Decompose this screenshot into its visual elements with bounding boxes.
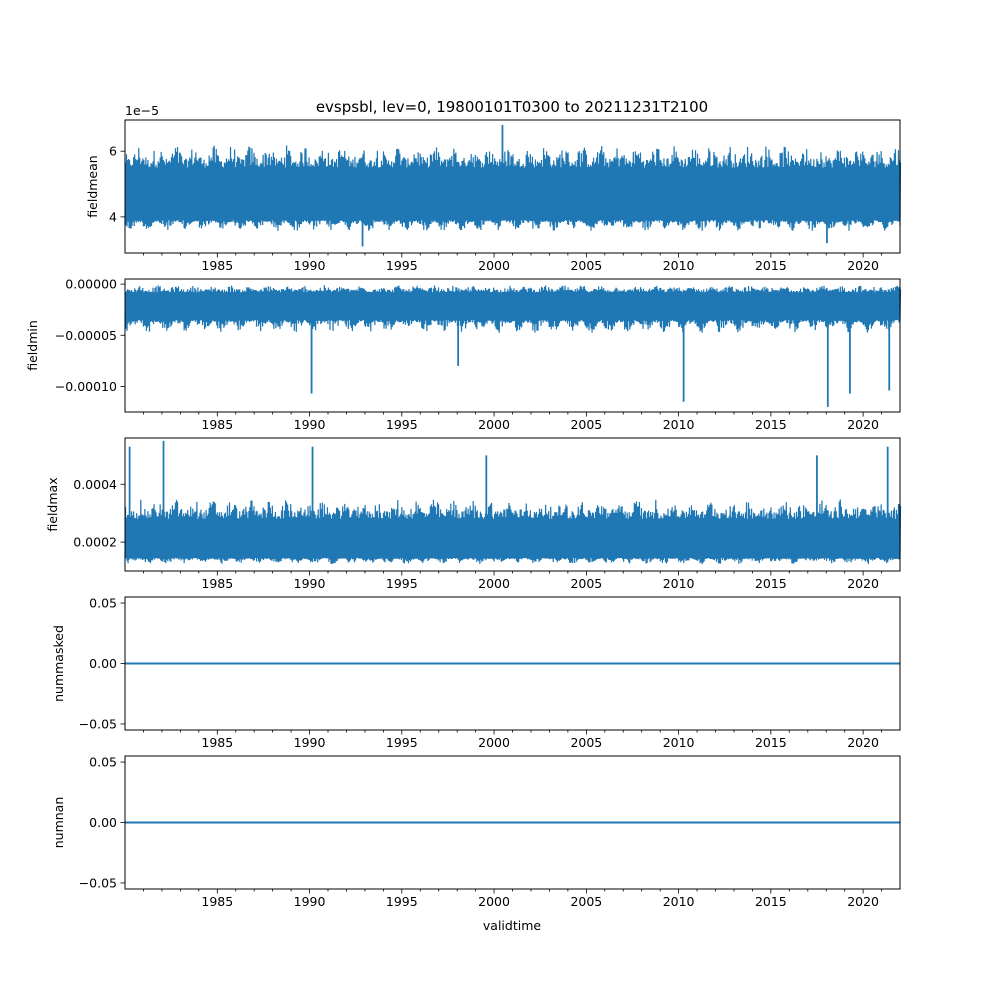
- numnan-x-tick-label: 1985: [201, 894, 233, 909]
- fieldmin-y-axis-label: fieldmin: [25, 320, 40, 371]
- nummasked-x-tick-label: 2005: [570, 735, 602, 750]
- fieldmax-y-tick-label: 0.0004: [73, 477, 117, 492]
- nummasked-x-tick-label: 2015: [755, 735, 787, 750]
- fieldmean-x-tick-label: 2005: [570, 258, 602, 273]
- numnan-x-tick-label: 2000: [478, 894, 510, 909]
- fieldmax-x-tick-label: 1995: [386, 576, 418, 591]
- fieldmin-x-tick-label: 1990: [294, 417, 326, 432]
- nummasked-y-tick-label: 0.00: [89, 656, 117, 671]
- fieldmax-x-tick-label: 2015: [755, 576, 787, 591]
- fieldmin-x-tick-label: 2010: [663, 417, 695, 432]
- fieldmax-x-tick-label: 1990: [294, 576, 326, 591]
- numnan-x-tick-label: 1995: [386, 894, 418, 909]
- numnan-x-tick-label: 2010: [663, 894, 695, 909]
- fieldmin-y-tick-label: −0.00010: [55, 379, 117, 394]
- fieldmin-x-tick-label: 1985: [201, 417, 233, 432]
- fieldmax-x-tick-label: 2020: [847, 576, 879, 591]
- nummasked-y-axis-label: nummasked: [51, 625, 66, 702]
- nummasked-x-tick-label: 1995: [386, 735, 418, 750]
- chart-title: evspsbl, lev=0, 19800101T0300 to 2021123…: [316, 98, 708, 116]
- numnan-x-tick-label: 2015: [755, 894, 787, 909]
- fieldmax-y-axis-label: fieldmax: [45, 477, 60, 531]
- fieldmin-x-tick-label: 2005: [570, 417, 602, 432]
- nummasked-x-tick-label: 1990: [294, 735, 326, 750]
- fieldmean-x-tick-label: 1995: [386, 258, 418, 273]
- fieldmin-x-tick-label: 2015: [755, 417, 787, 432]
- fieldmax-x-tick-label: 1985: [201, 576, 233, 591]
- fieldmin-y-tick-label: −0.00005: [55, 328, 117, 343]
- fieldmean-y-axis-label: fieldmean: [85, 155, 100, 217]
- nummasked-x-tick-label: 2000: [478, 735, 510, 750]
- fieldmean-x-tick-label: 2020: [847, 258, 879, 273]
- panel-fieldmean: 1985 1990 1995 2000 2005 2010 2015 2020 4 6 1e−5 fi…: [85, 103, 902, 273]
- panel-numnan: 1985 1990 1995 2000 2005 2010 2015 2020 −0.05 0.0…: [51, 755, 901, 909]
- numnan-x-tick-label: 2020: [847, 894, 879, 909]
- numnan-x-tick-label: 2005: [570, 894, 602, 909]
- fieldmean-y-tick-label: 6: [109, 144, 117, 159]
- fieldmax-x-tick-label: 2005: [570, 576, 602, 591]
- numnan-y-axis-label: numnan: [51, 797, 66, 849]
- fieldmean-x-tick-label: 2015: [755, 258, 787, 273]
- numnan-x-tick-label: 1990: [294, 894, 326, 909]
- x-axis-label: validtime: [483, 918, 541, 933]
- numnan-y-tick-label: −0.05: [79, 875, 117, 890]
- nummasked-y-tick-label: 0.05: [89, 596, 117, 611]
- nummasked-x-tick-label: 2010: [663, 735, 695, 750]
- fieldmean-x-tick-label: 2010: [663, 258, 695, 273]
- fieldmean-x-tick-label: 1985: [201, 258, 233, 273]
- panel-nummasked: 1985 1990 1995 2000 2005 2010 2015 2020 −0.05 0.0…: [51, 596, 901, 750]
- fieldmax-series-line: [124, 499, 902, 565]
- numnan-y-tick-label: 0.00: [89, 815, 117, 830]
- fieldmin-y-tick-label: 0.00000: [65, 277, 117, 292]
- panel-fieldmin: 1985 1990 1995 2000 2005 2010 2015 2020 −0.00010…: [25, 277, 902, 432]
- fieldmin-x-tick-label: 2020: [847, 417, 879, 432]
- fieldmax-y-tick-label: 0.0002: [73, 535, 117, 550]
- fieldmean-x-tick-label: 1990: [294, 258, 326, 273]
- fieldmax-x-tick-label: 2010: [663, 576, 695, 591]
- panel-fieldmax: 1985 1990 1995 2000 2005 2010 2015 2020 0.0002 0.…: [45, 437, 902, 591]
- fieldmin-series-line: [124, 285, 902, 333]
- fieldmean-series-line: [124, 145, 902, 231]
- nummasked-y-tick-label: −0.05: [79, 716, 117, 731]
- fieldmean-offset-text: 1e−5: [125, 103, 159, 118]
- nummasked-x-tick-label: 2020: [847, 735, 879, 750]
- fieldmin-x-tick-label: 1995: [386, 417, 418, 432]
- nummasked-x-tick-label: 1985: [201, 735, 233, 750]
- panels: 1985 1990 1995 2000 2005 2010 2015 2020 4 6 1e−5 fi…: [25, 103, 902, 909]
- fieldmax-x-tick-label: 2000: [478, 576, 510, 591]
- fieldmean-y-tick-label: 4: [109, 209, 117, 224]
- numnan-y-tick-label: 0.05: [89, 755, 117, 770]
- fieldmin-x-tick-label: 2000: [478, 417, 510, 432]
- fieldmean-x-tick-label: 2000: [478, 258, 510, 273]
